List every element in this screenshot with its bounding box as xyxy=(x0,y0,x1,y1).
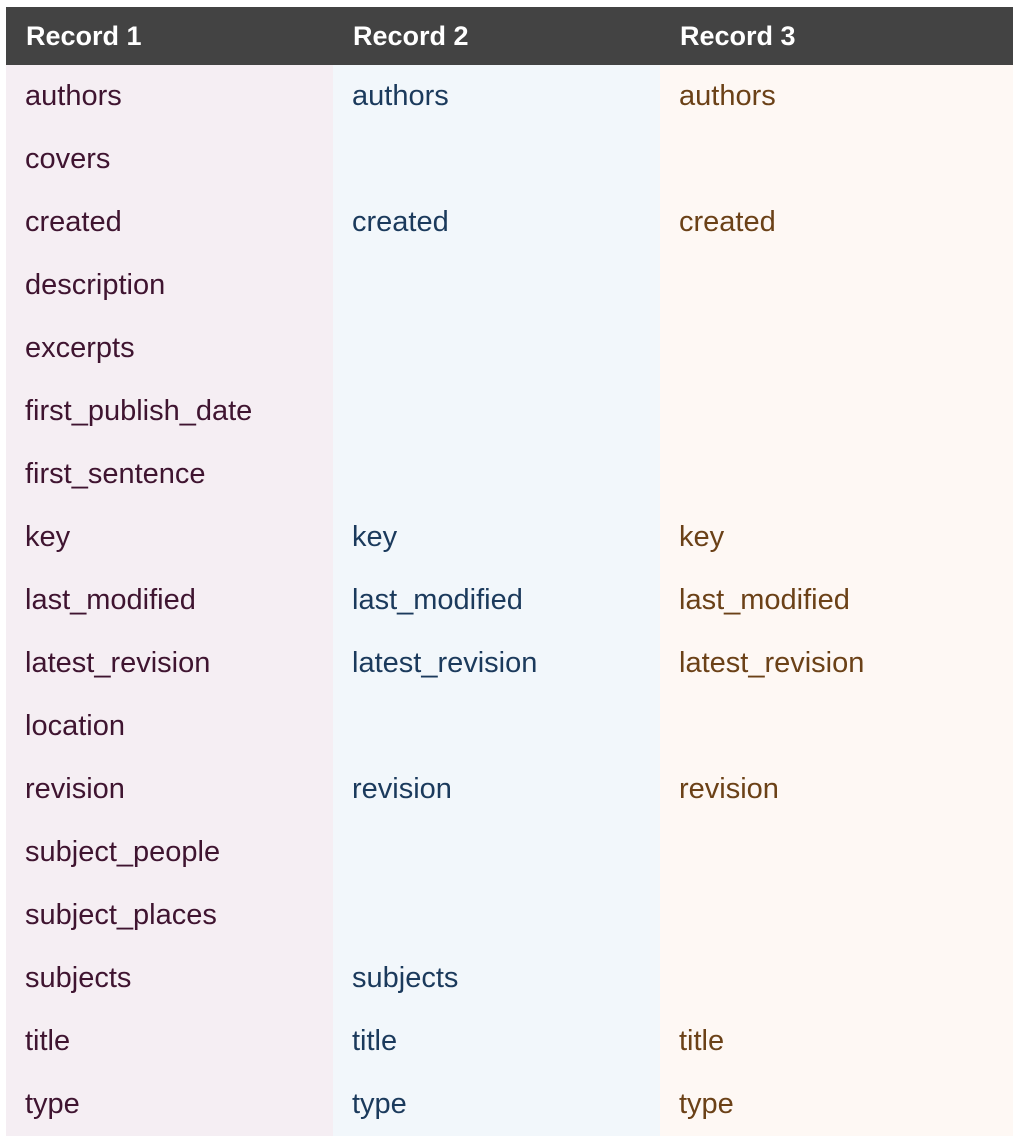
table-cell: first_sentence xyxy=(25,458,206,490)
header-record-2: Record 2 xyxy=(353,21,469,51)
table-cell: last_modified xyxy=(25,584,196,616)
comparison-table: Record 1 Record 2 Record 3 authors covers… xyxy=(6,7,1013,1136)
table-cell: first_publish_date xyxy=(25,395,253,427)
column-record-1: authors covers created description excerpts f… xyxy=(6,65,333,1136)
table-cell: last_modified xyxy=(679,584,850,616)
header-record-3: Record 3 xyxy=(680,21,796,51)
table-cell: last_modified xyxy=(352,584,523,616)
table-cell: description xyxy=(25,269,166,301)
table-cell: subject_places xyxy=(25,899,217,931)
header-record-1: Record 1 xyxy=(26,21,142,51)
table-cell: latest_revision xyxy=(679,647,865,679)
table-cell: location xyxy=(25,710,125,742)
table-cell: excerpts xyxy=(25,332,135,364)
table-cell: type xyxy=(679,1088,734,1120)
table-cell: created xyxy=(352,206,449,238)
table-header: Record 1 Record 2 Record 3 xyxy=(6,7,1013,65)
table-cell: key xyxy=(679,521,725,553)
table-cell: title xyxy=(25,1025,71,1057)
table-cell: subjects xyxy=(352,962,459,994)
table-cell: key xyxy=(25,521,71,553)
table-cell: revision xyxy=(679,773,779,805)
table-cell: latest_revision xyxy=(352,647,538,679)
table-cell: title xyxy=(679,1025,725,1057)
table-cell: authors xyxy=(352,80,449,112)
table-cell: authors xyxy=(679,80,776,112)
table-cell: revision xyxy=(352,773,452,805)
table-cell: authors xyxy=(25,80,122,112)
table-cell: created xyxy=(25,206,122,238)
table-cell: created xyxy=(679,206,776,238)
table-cell: revision xyxy=(25,773,125,805)
table-cell: subjects xyxy=(25,962,132,994)
table-cell: type xyxy=(352,1088,407,1120)
table-cell: key xyxy=(352,521,398,553)
table-cell: subject_people xyxy=(25,836,221,868)
table-cell: title xyxy=(352,1025,398,1057)
table-cell: covers xyxy=(25,143,111,175)
column-record-3: authors created key last_modified latest_rev… xyxy=(660,65,1013,1136)
column-record-2: authors created key last_modified latest_rev… xyxy=(333,65,660,1136)
table-cell: type xyxy=(25,1088,80,1120)
table-cell: latest_revision xyxy=(25,647,211,679)
